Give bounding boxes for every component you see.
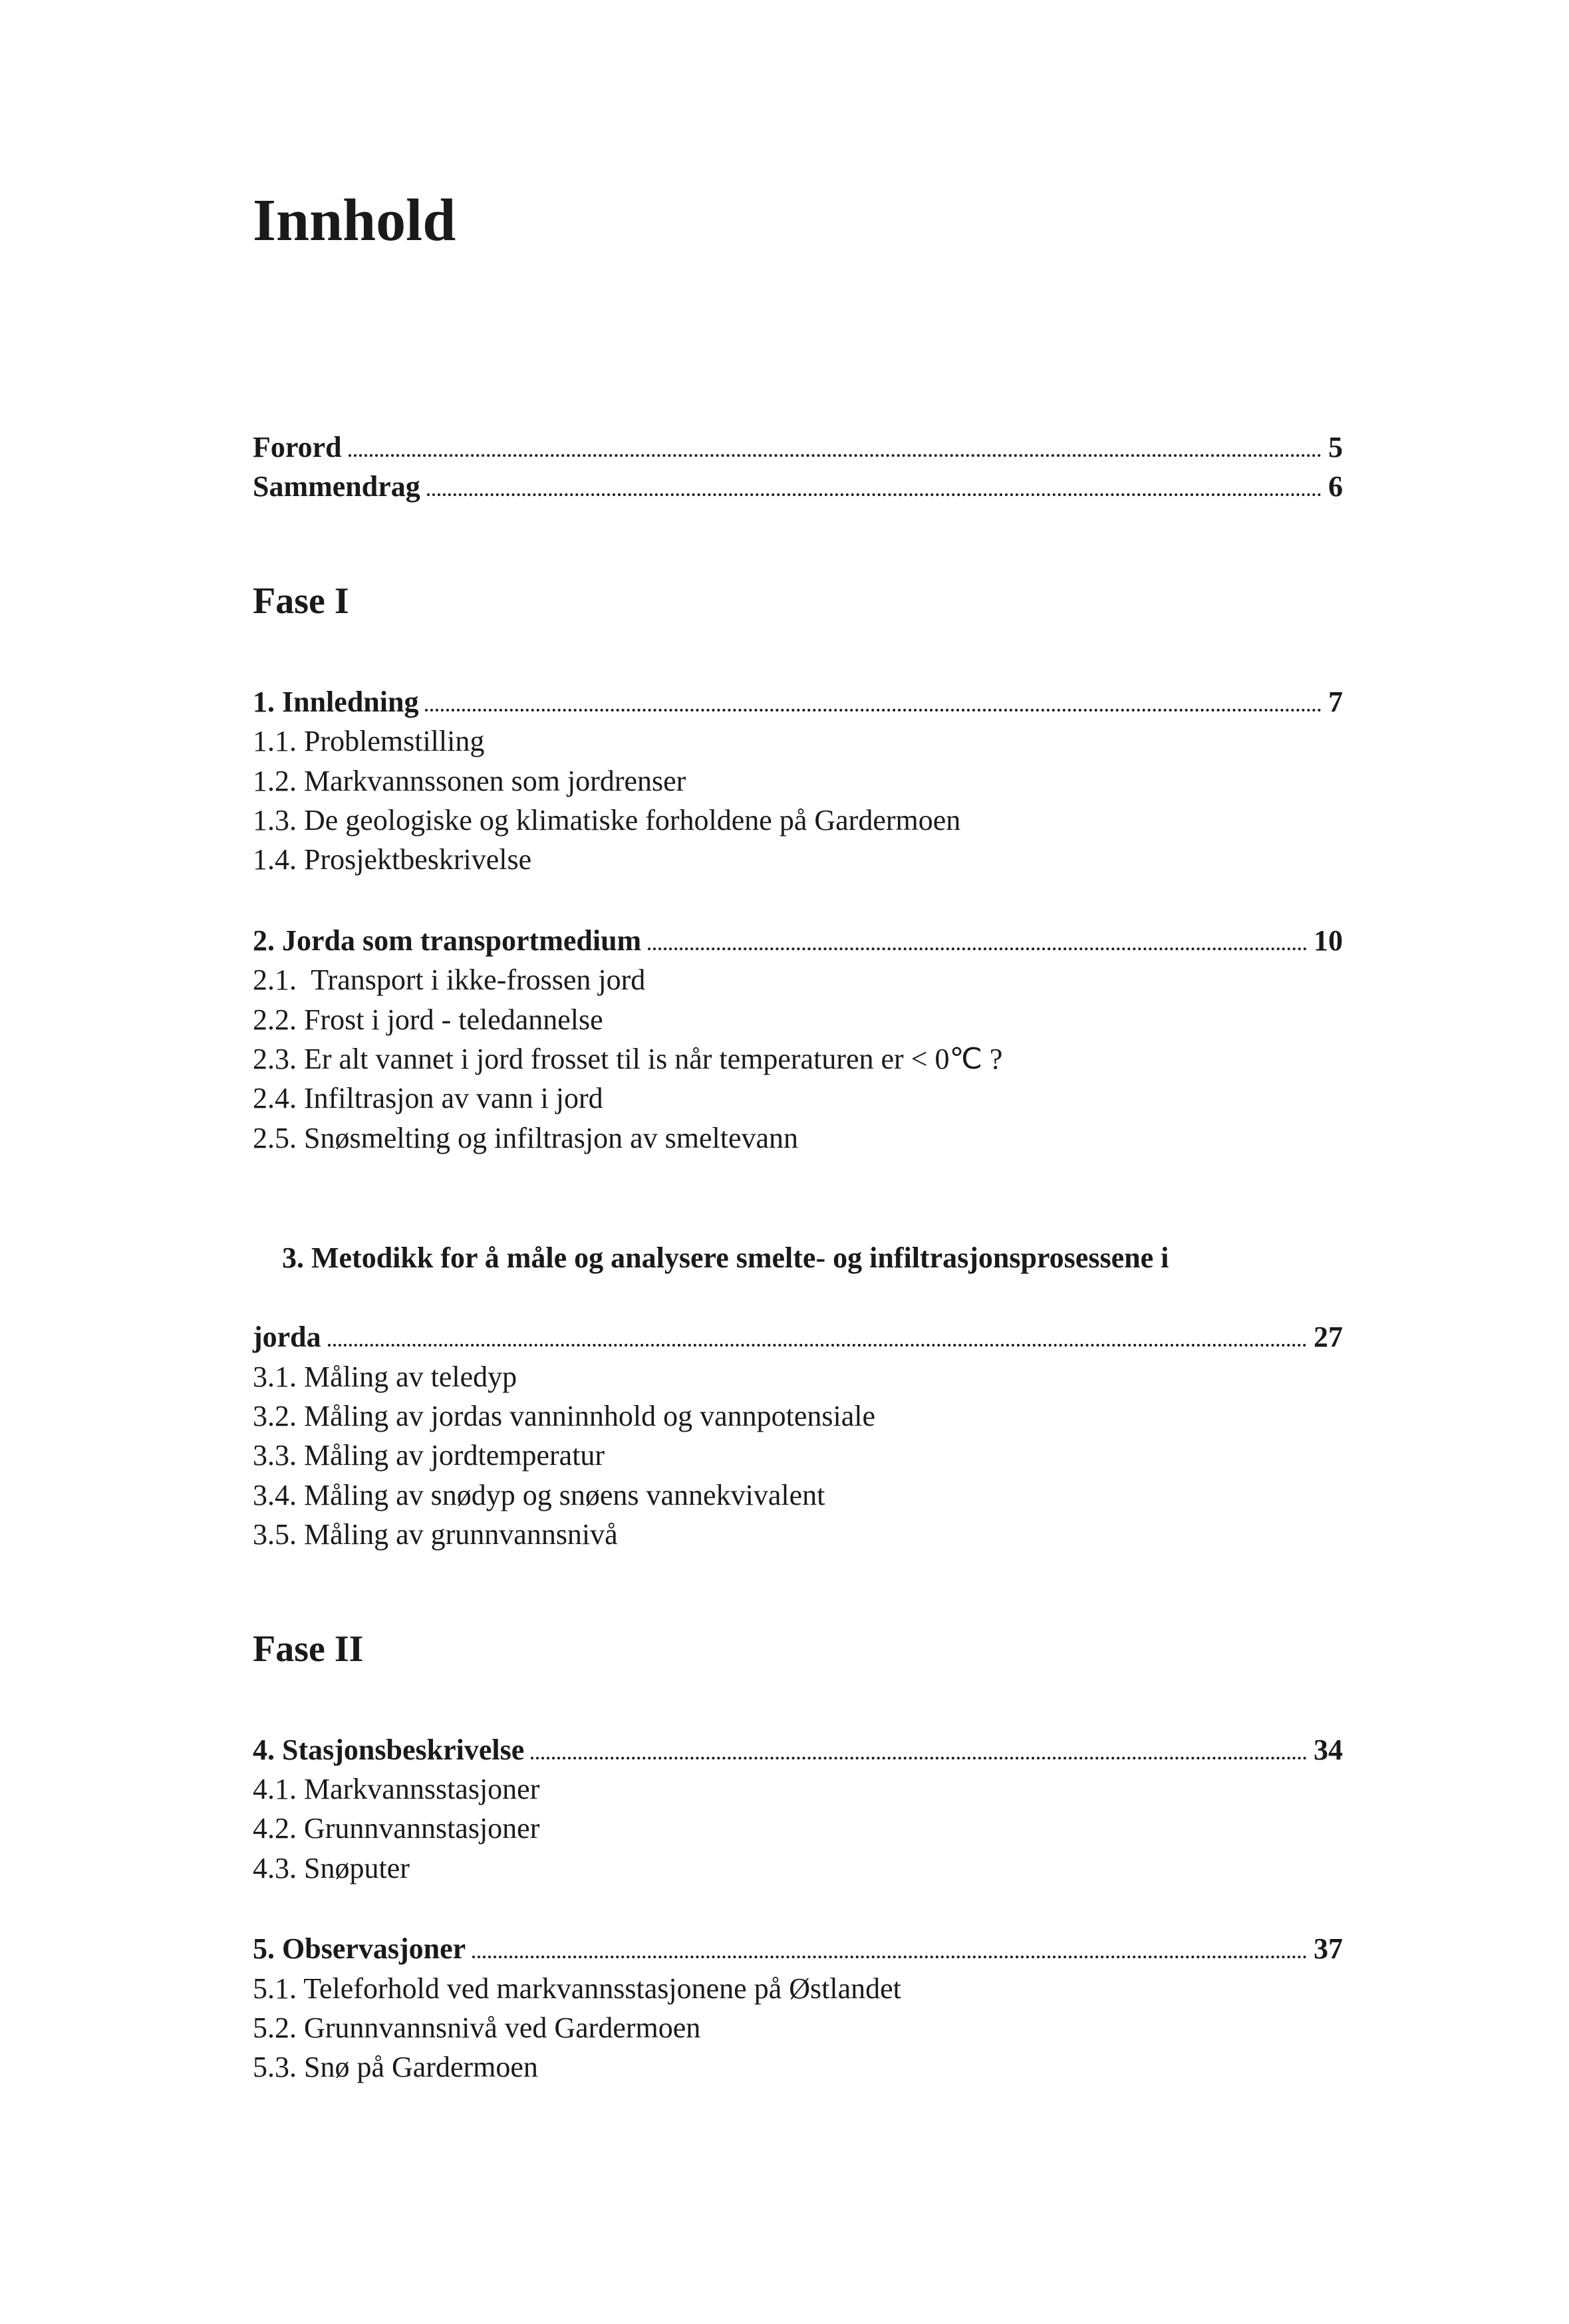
toc-page: 27 <box>1314 1317 1343 1356</box>
toc-label: Sammendrag <box>253 467 420 506</box>
toc-item: 3.3. Måling av jordtemperatur <box>253 1436 1343 1475</box>
toc-entry-forord: Forord 5 <box>253 428 1343 467</box>
toc-page: 37 <box>1314 1929 1343 1968</box>
toc-page: 6 <box>1328 467 1343 506</box>
toc-section-4: 4. Stasjonsbeskrivelse 34 <box>253 1730 1343 1769</box>
toc-item: 2.3. Er alt vannet i jord frosset til is… <box>253 1039 1343 1079</box>
phase-heading-1: Fase I <box>253 580 1343 622</box>
toc-section-3-cont: jorda 27 <box>253 1317 1343 1356</box>
leader-dots <box>531 1739 1307 1759</box>
page: Innhold Forord 5 Sammendrag 6 Fase I 1. … <box>0 0 1569 2324</box>
toc-page: 10 <box>1314 921 1343 960</box>
toc-section-1: 1. Innledning 7 <box>253 682 1343 721</box>
toc-item: 2.5. Snøsmelting og infiltrasjon av smel… <box>253 1118 1343 1158</box>
toc-item: 5.2. Grunnvannsnivå ved Gardermoen <box>253 2008 1343 2047</box>
toc-item: 4.1. Markvannsstasjoner <box>253 1769 1343 1809</box>
toc-item: 1.2. Markvannssonen som jordrenser <box>253 761 1343 801</box>
toc-section-5: 5. Observasjoner 37 <box>253 1929 1343 1968</box>
front-matter: Forord 5 Sammendrag 6 <box>253 428 1343 507</box>
toc-item: 5.1. Teleforhold ved markvannsstasjonene… <box>253 1969 1343 2008</box>
toc-item: 2.4. Infiltrasjon av vann i jord <box>253 1079 1343 1118</box>
phase-heading-2: Fase II <box>253 1628 1343 1670</box>
toc-label: 1. Innledning <box>253 682 418 721</box>
toc-item: 3.2. Måling av jordas vanninnhold og van… <box>253 1396 1343 1436</box>
toc-label-part: 3. Metodikk for å måle og analysere smel… <box>282 1241 1169 1274</box>
toc-label: Forord <box>253 428 342 467</box>
toc-item: 1.4. Prosjektbeskrivelse <box>253 840 1343 879</box>
toc-label: 2. Jorda som transportmedium <box>253 921 641 960</box>
toc-item: 1.1. Problemstilling <box>253 721 1343 761</box>
toc-section-2: 2. Jorda som transportmedium 10 <box>253 921 1343 960</box>
leader-dots <box>425 691 1322 711</box>
leader-dots <box>328 1327 1307 1347</box>
toc-entry-sammendrag: Sammendrag 6 <box>253 467 1343 506</box>
toc-item: 3.5. Måling av grunnvannsnivå <box>253 1515 1343 1554</box>
leader-dots <box>349 437 1322 457</box>
page-title: Innhold <box>253 186 1343 255</box>
toc-item: 2.1. Transport i ikke-frossen jord <box>253 960 1343 999</box>
toc-item: 3.1. Måling av teledyp <box>253 1357 1343 1396</box>
toc-item: 5.3. Snø på Gardermoen <box>253 2047 1343 2087</box>
toc-label: 4. Stasjonsbeskrivelse <box>253 1730 524 1769</box>
toc-section-3-head: 3. Metodikk for å måle og analysere smel… <box>253 1199 1343 1317</box>
toc-item: 2.2. Frost i jord - teledannelse <box>253 1000 1343 1039</box>
toc-item: 3.4. Måling av snødyp og snøens vannekvi… <box>253 1476 1343 1515</box>
toc-label: 5. Observasjoner <box>253 1929 466 1968</box>
leader-dots <box>427 476 1322 496</box>
toc-item: 4.2. Grunnvannstasjoner <box>253 1809 1343 1848</box>
toc-item: 1.3. De geologiske og klimatiske forhold… <box>253 801 1343 840</box>
toc-label-part: jorda <box>253 1317 321 1356</box>
toc-page: 5 <box>1328 428 1343 467</box>
toc-page: 7 <box>1328 682 1343 721</box>
toc-page: 34 <box>1314 1730 1343 1769</box>
leader-dots <box>472 1938 1307 1958</box>
leader-dots <box>648 930 1307 950</box>
toc-item: 4.3. Snøputer <box>253 1849 1343 1888</box>
